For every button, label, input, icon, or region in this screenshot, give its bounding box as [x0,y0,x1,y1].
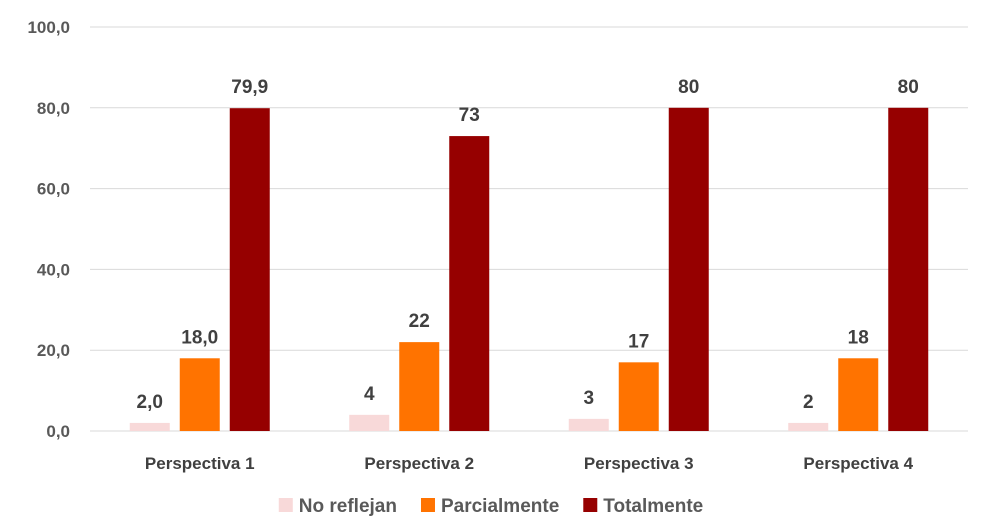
bar-parcialmente [179,358,220,431]
y-tick-label: 20,0 [37,341,70,360]
legend-swatch [583,498,598,512]
y-tick-label: 40,0 [37,260,70,279]
data-label: 2 [803,392,814,413]
legend-swatch [420,498,435,512]
bar-totalmente [888,107,929,432]
legend-label: Parcialmente [441,496,559,517]
data-label: 80 [898,77,919,98]
y-tick-label: 0,0 [46,422,70,441]
data-label: 18 [848,327,869,348]
data-label: 80 [678,77,699,98]
data-label: 3 [583,388,594,409]
legend-item-no-reflejan[interactable]: No reflejan [278,496,397,517]
bar-totalmente [229,108,270,431]
y-tick-label: 100,0 [27,18,70,37]
bar-parcialmente [399,342,440,431]
x-category-label: Perspectiva 3 [584,454,694,473]
data-label: 22 [409,311,430,332]
bar-totalmente [668,107,709,432]
data-label: 17 [628,331,649,352]
gridlines [90,26,968,432]
data-label: 73 [459,105,480,126]
y-axis-ticks: 0,0 20,0 40,0 60,0 80,0 100,0 [27,18,70,441]
data-labels: 2,0 18,0 79,9 4 22 73 3 17 80 2 18 80 [137,77,919,413]
y-tick-label: 80,0 [37,99,70,118]
data-label: 2,0 [137,392,163,413]
bar-parcialmente [618,362,659,431]
x-category-label: Perspectiva 2 [364,454,474,473]
y-tick-label: 60,0 [37,180,70,199]
bar-totalmente [449,136,490,431]
bars [129,107,929,432]
legend-label: Totalmente [603,496,703,517]
bar-no-reflejan [349,414,390,431]
data-label: 18,0 [181,327,218,348]
bar-no-reflejan [568,418,609,431]
x-category-label: Perspectiva 1 [145,454,255,473]
x-category-label: Perspectiva 4 [803,454,913,473]
legend-label: No reflejan [299,496,397,517]
legend-item-parcialmente[interactable]: Parcialmente [420,496,559,517]
data-label: 79,9 [231,77,268,98]
legend[interactable]: No reflejan Parcialmente Totalmente [278,496,703,517]
legend-item-totalmente[interactable]: Totalmente [583,496,703,517]
data-label: 4 [364,384,375,405]
bar-no-reflejan [129,422,170,431]
bar-no-reflejan [788,422,829,431]
legend-swatch [278,498,293,512]
x-axis-categories: Perspectiva 1 Perspectiva 2 Perspectiva 3 P… [145,454,914,473]
bar-parcialmente [838,358,879,431]
